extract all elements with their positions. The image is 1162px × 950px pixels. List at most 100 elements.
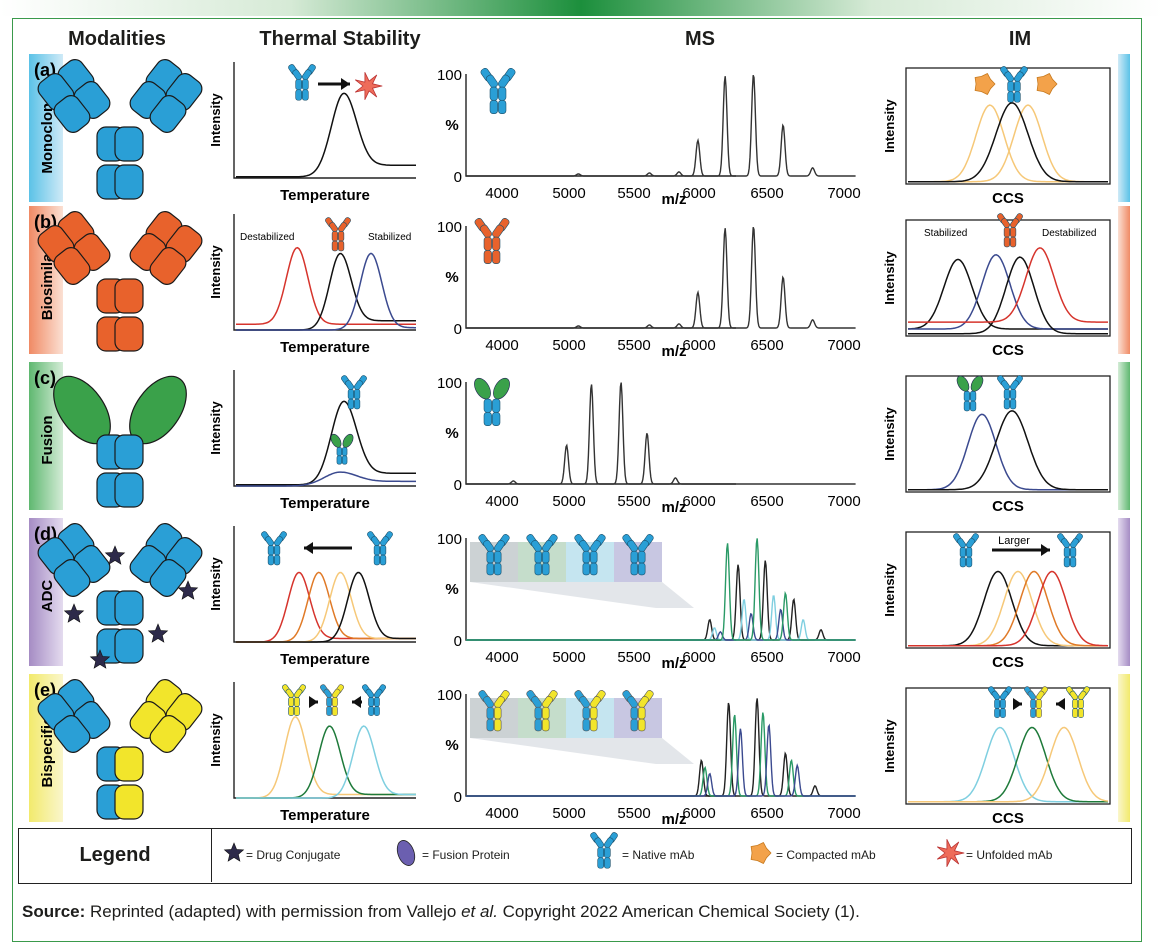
adc-mab-icon — [261, 531, 287, 566]
ms-ytick-0: 0 — [454, 789, 462, 806]
ms-ytick-100: 100 — [437, 219, 462, 236]
ms-xticks: 4000 5000 5500 6000 6500 7000 — [485, 805, 860, 822]
ms-axes — [465, 382, 736, 485]
thermal-xlabel: Temperature — [280, 807, 370, 824]
im-panel-monoclonal: Intensity CCS — [882, 66, 1111, 207]
thermal-curve-bispecific — [236, 725, 416, 799]
ms-ytick-100: 100 — [437, 687, 462, 704]
bispecific-mab-icon — [319, 684, 345, 716]
ms-species-strip — [470, 534, 694, 608]
im-panel-bispecific: Intensity CCS — [882, 686, 1111, 827]
header-thermal-stability: Thermal Stability — [259, 28, 421, 50]
thermal-ylabel: Intensity — [208, 713, 223, 767]
thermal-stabilized-label: Stabilized — [368, 232, 411, 243]
ms-xtick: 6000 — [682, 337, 715, 354]
thermal-axes — [233, 62, 416, 179]
row-right-strip — [1118, 518, 1130, 666]
legend-native-mab: = Native mAb — [622, 848, 695, 862]
im-curve-destabilized — [908, 247, 1108, 323]
source-rest: Copyright 2022 American Chemical Society… — [502, 902, 860, 921]
drug-conjugate-icon — [177, 580, 199, 600]
ms-xlabel: m/z — [661, 191, 686, 208]
modality-drawing-biosimilar — [37, 211, 203, 352]
arrow — [1013, 698, 1022, 710]
ms-xtick: 5000 — [552, 185, 585, 202]
im-xlabel: CCS — [992, 498, 1024, 515]
im-ylabel: Intensity — [882, 719, 897, 773]
ms-panel-fusion: 100 0% 4000 5000 5500 6000 6500 7000 m/z — [437, 375, 861, 516]
im-panel-biosimilar: Intensity CCS Stabilized Destabilized — [882, 213, 1111, 359]
thermal-ylabel: Intensity — [208, 557, 223, 611]
im-destabilized-label: Destabilized — [1042, 228, 1096, 239]
row-bispecific: Bispecific(e)IntensityTemperature1000%40… — [29, 674, 1130, 828]
drug-conjugate-icon — [104, 545, 126, 565]
im-axes — [905, 219, 1111, 337]
im-axes — [905, 531, 1111, 649]
ms-xlabel: m/z — [661, 811, 686, 828]
ms-spectrum-dar6 — [466, 538, 856, 641]
im-curve-mid — [908, 254, 1108, 330]
thermal-axes — [233, 526, 416, 643]
figure-frame — [12, 18, 1142, 942]
source-text: Reprinted (adapted) with permission from… — [90, 902, 457, 921]
source-label: Source: — [22, 902, 86, 921]
ms-xtick: 6000 — [682, 805, 715, 822]
row-right-strip — [1118, 674, 1130, 822]
ms-ytick-100: 100 — [437, 531, 462, 548]
source-etal: et al. — [461, 902, 498, 921]
thermal-xlabel: Temperature — [280, 495, 370, 512]
ms-xtick: 4000 — [485, 805, 518, 822]
ms-panel-biosimilar: 100 0% 4000 5000 5500 6000 6500 7000 m/z — [437, 217, 861, 360]
ms-ylabel: % — [445, 425, 458, 442]
im-ylabel: Intensity — [882, 99, 897, 153]
bispecific-species-icon — [574, 690, 606, 732]
ms-xtick: 6500 — [750, 493, 783, 510]
row-name-biosimilar: Biosimilar — [39, 248, 56, 321]
ms-xtick: 4000 — [485, 337, 518, 354]
ms-xticks: 4000 5000 5500 6000 6500 7000 — [485, 185, 860, 202]
biosimilar-mab-icon — [325, 217, 351, 252]
arrow — [352, 696, 362, 708]
ms-xtick: 5500 — [617, 185, 650, 202]
destabilization-arrow — [304, 542, 352, 554]
ms-spectrum-biosimilar — [466, 226, 856, 329]
thermal-panel-bispecific: Intensity Temperature — [208, 682, 416, 824]
ms-xtick: 6000 — [682, 649, 715, 666]
im-axes — [905, 67, 1111, 185]
ms-xticks: 4000 5000 5500 6000 6500 7000 — [485, 337, 860, 354]
thermal-curve-fusion — [236, 471, 416, 487]
ms-xtick: 6500 — [750, 337, 783, 354]
ms-ylabel: % — [445, 269, 458, 286]
ms-spectrum-yellow — [466, 723, 856, 797]
header-modalities: Modalities — [68, 28, 166, 50]
im-curve-yellow — [908, 726, 1109, 803]
bispecific-species-icon — [478, 690, 510, 732]
modality-drawing-bispecific — [37, 679, 203, 820]
ms-xtick: 5500 — [617, 649, 650, 666]
ms-xlabel: m/z — [661, 343, 686, 360]
thermal-axes — [233, 370, 416, 487]
im-curve-dar6 — [908, 570, 1109, 647]
ms-xtick: 7000 — [827, 337, 860, 354]
compacted-mab-icon — [1036, 73, 1058, 95]
row-letter: (c) — [34, 368, 56, 388]
legend-compacted-mab: = Compacted mAb — [776, 848, 876, 862]
row-right-strip — [1118, 362, 1130, 510]
unfolding-arrow — [318, 78, 350, 90]
unfolded-mab-icon — [355, 72, 383, 100]
thermal-panel-fusion: Intensity Temperature — [208, 370, 416, 512]
im-curve-native — [908, 570, 1108, 647]
row-name-fusion: Fusion — [39, 415, 56, 464]
thermal-ylabel: Intensity — [208, 93, 223, 147]
ms-xtick: 5500 — [617, 493, 650, 510]
thermal-curve-native — [236, 571, 416, 643]
ms-ylabel: % — [445, 737, 458, 754]
ms-ytick-0: 0 — [454, 477, 462, 494]
im-curve-blue — [908, 726, 1108, 803]
thermal-xlabel: Temperature — [280, 187, 370, 204]
yellow-mab-icon — [281, 684, 307, 716]
adc-species-icon — [574, 534, 606, 576]
drug-conjugate-icon — [147, 623, 169, 643]
bispecific-mab-icon — [1023, 686, 1049, 718]
